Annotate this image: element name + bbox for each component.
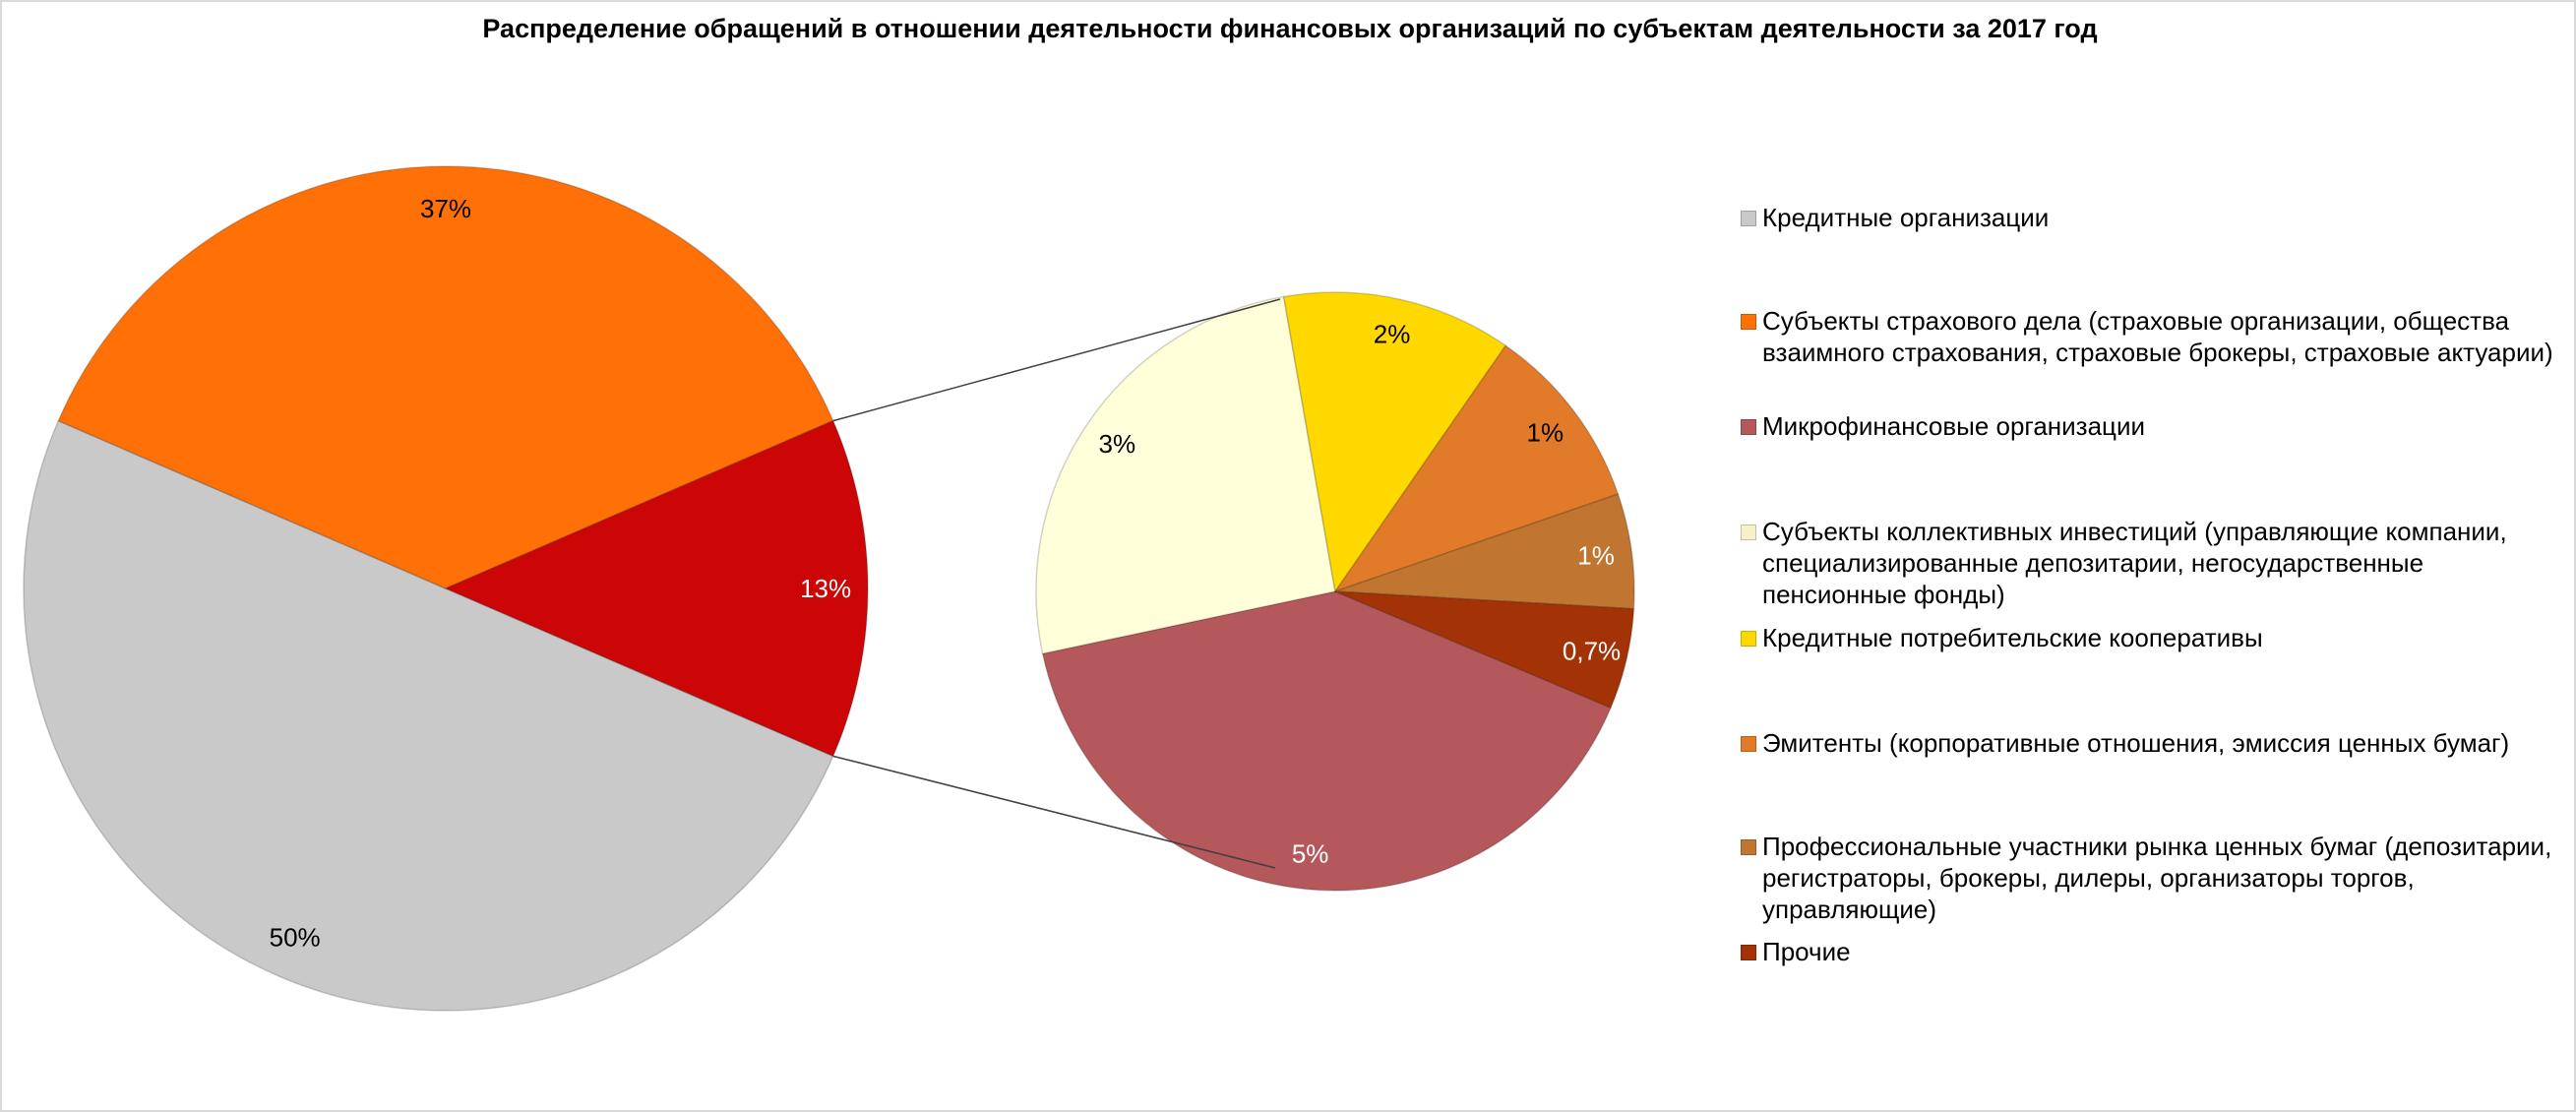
secondary-pie-slice-2 [1282,291,1507,593]
legend-item: Субъекты страхового дела (страховые орга… [1741,305,2559,368]
main-pie-data-label-2: 13% [800,574,851,603]
legend-swatch [1741,211,1756,226]
secondary-pie-slice-1 [1035,295,1336,655]
secondary-pie-data-label-3: 1% [1527,418,1564,448]
chart-title: Распределение обращений в отношении деят… [482,14,2098,43]
legend-swatch [1741,525,1756,540]
legend-label: Профессиональные участники рынка ценных … [1762,832,2552,924]
secondary-pie-slice-3 [1333,344,1620,593]
legend-swatch [1741,839,1756,855]
legend-label: Кредитные организации [1762,203,2050,232]
connector-line-top [832,298,1281,422]
secondary-pie-slice-5 [1334,590,1635,710]
main-pie-data-label-0: 50% [270,922,321,952]
legend-label: Кредитные потребительские кооперативы [1762,623,2263,652]
secondary-pie-data-label-4: 1% [1577,541,1615,571]
main-pie-data-label-1: 37% [420,194,471,223]
legend-label: Эмитенты (корпоративные отношения, эмисс… [1762,728,2510,758]
main-pie-slice-1 [57,165,834,589]
legend-swatch [1741,736,1756,752]
connector-line-bottom [832,755,1276,869]
legend-swatch [1741,945,1756,960]
legend-item: Кредитные организации [1741,202,2559,233]
main-pie-slice-0 [23,419,834,1012]
legend-item: Кредитные потребительские кооперативы [1741,622,2559,653]
legend-item: Прочие [1741,936,2559,967]
secondary-pie-data-label-2: 2% [1374,320,1411,349]
legend-item: Эмитенты (корпоративные отношения, эмисс… [1741,727,2559,759]
legend-label: Прочие [1762,937,1851,966]
legend-label: Субъекты коллективных инвестиций (управл… [1762,517,2507,609]
legend-item: Микрофинансовые организации [1741,410,2559,442]
secondary-pie-slice-0 [1041,590,1613,892]
secondary-pie-data-label-0: 5% [1292,838,1329,868]
legend-label: Микрофинансовые организации [1762,411,2145,441]
legend-item: Профессиональные участники рынка ценных … [1741,831,2559,925]
secondary-pie-data-label-5: 0,7% [1563,637,1621,666]
main-pie-slice-2 [444,419,869,758]
secondary-pie-data-label-1: 3% [1099,429,1136,459]
legend-item: Субъекты коллективных инвестиций (управл… [1741,516,2559,610]
legend-swatch [1741,314,1756,330]
legend-swatch [1741,419,1756,435]
secondary-pie-slice-4 [1334,493,1635,610]
legend-label: Субъекты страхового дела (страховые орга… [1762,306,2553,367]
legend-swatch [1741,631,1756,647]
